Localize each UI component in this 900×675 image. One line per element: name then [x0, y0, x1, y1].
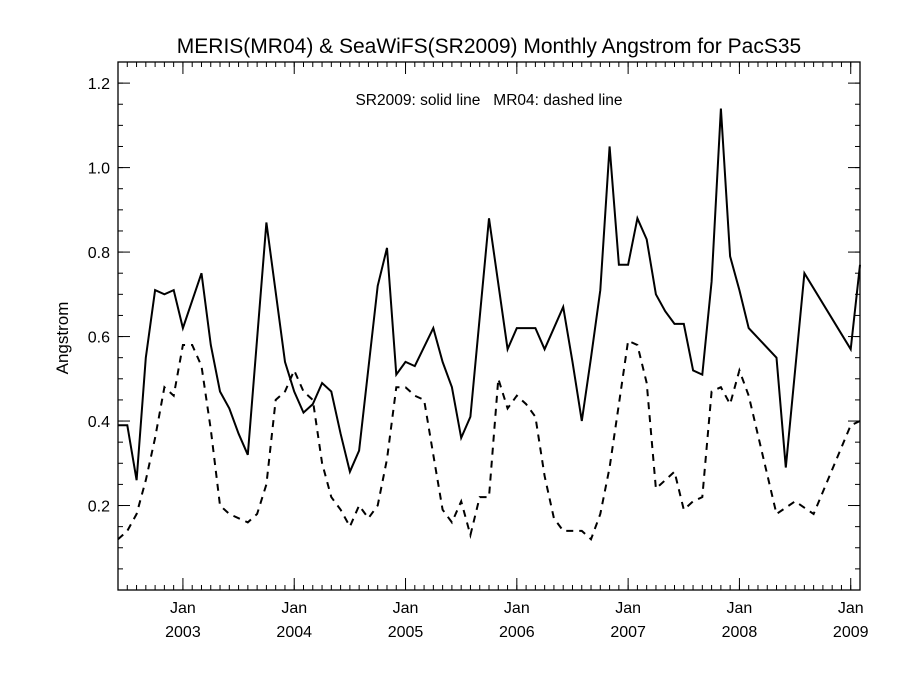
x-tick-year-label: 2008: [722, 624, 758, 641]
chart-title: MERIS(MR04) & SeaWiFS(SR2009) Monthly An…: [177, 35, 801, 58]
x-tick-year-label: 2009: [833, 624, 869, 641]
axis-ticks: [118, 62, 860, 590]
x-tick-year-label: 2007: [610, 624, 646, 641]
series-annotation: SR2009: solid line MR04: dashed line: [355, 92, 622, 109]
y-tick-label: 1.0: [88, 161, 110, 178]
y-axis-label: Angstrom: [53, 302, 72, 375]
x-tick-month-label: Jan: [170, 600, 196, 617]
x-tick-month-label: Jan: [504, 600, 530, 617]
x-tick-year-label: 2003: [165, 624, 201, 641]
x-tick-year-label: 2005: [388, 624, 424, 641]
y-tick-label: 0.2: [88, 499, 110, 516]
series-line-sr2009: [118, 108, 861, 481]
plot-frame: [117, 61, 861, 591]
series-lines: [117, 108, 861, 542]
x-tick-month-label: Jan: [615, 600, 641, 617]
x-tick-year-label: 2004: [276, 624, 312, 641]
x-tick-month-label: Jan: [281, 600, 307, 617]
x-tick-year-label: 2006: [499, 624, 535, 641]
series-line-mr04: [117, 339, 861, 542]
y-tick-label: 0.4: [88, 414, 110, 431]
y-tick-label: 1.2: [88, 76, 110, 93]
x-tick-month-label: Jan: [727, 600, 753, 617]
y-tick-label: 0.8: [88, 245, 110, 262]
x-tick-month-label: Jan: [838, 600, 864, 617]
y-tick-label: 0.6: [88, 330, 110, 347]
x-tick-month-label: Jan: [393, 600, 419, 617]
tick-labels: 0.2 0.4 0.6 0.8 1.0 1.2 Jan 2003 Jan 2004 Jan 2005 J…: [88, 76, 869, 641]
